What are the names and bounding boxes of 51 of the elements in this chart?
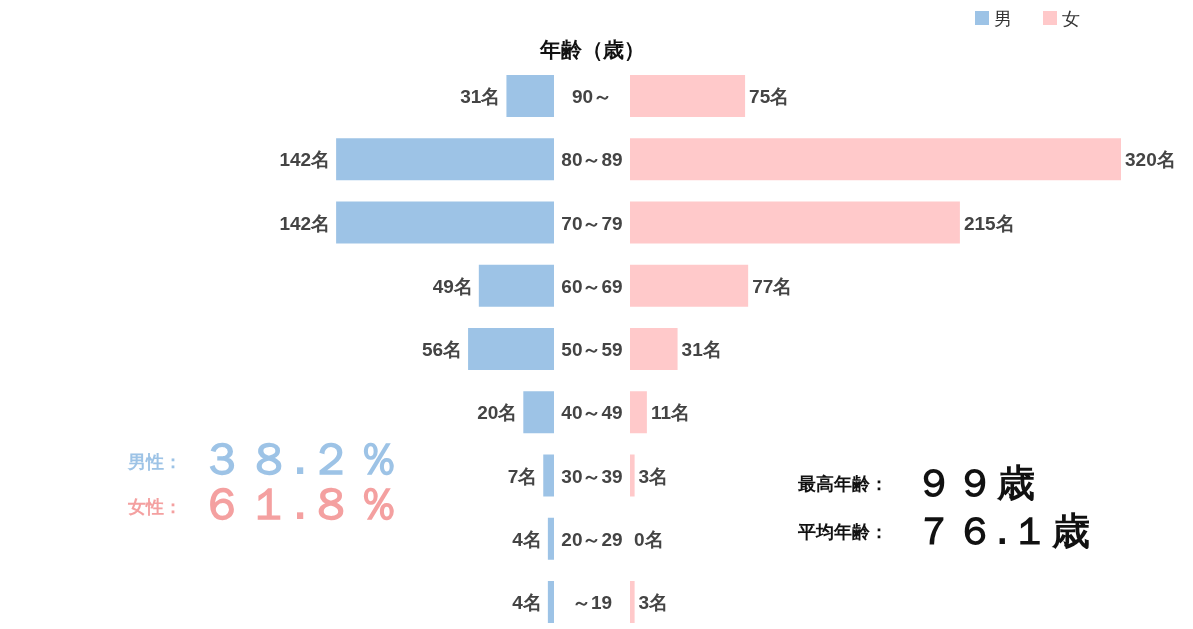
data-label: 4名 — [512, 528, 542, 550]
y-tick-label: 60～69 — [561, 275, 623, 297]
y-tick-label: 30～39 — [561, 465, 623, 487]
bar — [336, 201, 554, 244]
data-label: 77名 — [752, 275, 793, 297]
y-tick-label: 70～79 — [561, 212, 623, 234]
legend-label: 男 — [994, 9, 1012, 29]
data-label: 56名 — [421, 339, 463, 360]
bar — [630, 75, 746, 117]
bar — [468, 328, 554, 370]
legend: 女 — [1043, 9, 1080, 29]
data-label: 215名 — [963, 212, 1015, 234]
bar — [630, 328, 678, 370]
data-label: 0名 — [634, 528, 664, 550]
bar — [523, 391, 554, 434]
data-label: 3名 — [638, 465, 669, 487]
bar — [630, 264, 749, 307]
annotation: 最高年齢：９９歳 — [798, 462, 1038, 504]
bar — [506, 75, 554, 117]
data-label: 20名 — [477, 402, 518, 424]
y-tick-label: 80～89 — [561, 149, 623, 171]
bar — [630, 201, 960, 244]
bar — [630, 581, 635, 623]
legend-label: 女 — [1062, 9, 1080, 29]
data-label: 142名 — [279, 212, 331, 234]
y-tick-label: 40～49 — [561, 402, 623, 424]
y-tick-label: 20～29 — [561, 528, 623, 550]
y-tick-label: ～19 — [571, 592, 613, 613]
bar — [630, 391, 647, 434]
bar — [547, 581, 554, 623]
y-tick-label: 50～59 — [561, 339, 623, 360]
bar — [336, 138, 554, 181]
data-label: 11名 — [650, 402, 690, 424]
legend: 男 — [975, 9, 1012, 29]
data-label: 75名 — [749, 86, 790, 107]
data-label: 7名 — [507, 465, 538, 487]
bar — [478, 264, 554, 307]
data-label: 31名 — [460, 86, 501, 107]
bar — [543, 454, 554, 497]
data-label: 142名 — [279, 149, 331, 171]
data-label: 320名 — [1125, 149, 1176, 171]
title: 年齢（歳） — [539, 38, 645, 61]
data-label: 3名 — [638, 592, 669, 613]
bar — [547, 517, 554, 560]
annotation: 平均年齢：７６.１歳 — [798, 510, 1093, 552]
bar — [630, 138, 1121, 181]
data-label: 49名 — [432, 275, 473, 297]
bar — [630, 454, 635, 497]
data-label: 31名 — [681, 339, 722, 360]
data-label: 4名 — [512, 592, 542, 613]
y-tick-label: 90～ — [571, 86, 613, 107]
